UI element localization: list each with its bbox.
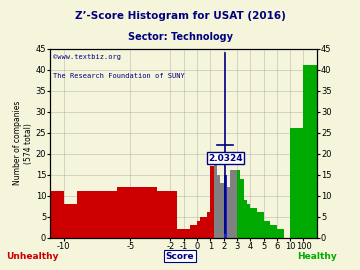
Bar (227, 187, 230, 238)
Bar (197, 221, 200, 238)
Bar (250, 208, 253, 238)
Bar (117, 187, 130, 238)
Text: Z’-Score Histogram for USAT (2016): Z’-Score Histogram for USAT (2016) (75, 11, 285, 21)
Bar (77, 191, 90, 238)
Bar (220, 183, 224, 238)
Bar (253, 208, 257, 238)
Bar (277, 229, 284, 238)
Bar (217, 175, 220, 238)
Bar (264, 221, 270, 238)
Bar (247, 204, 250, 238)
Bar (177, 229, 184, 238)
Bar (243, 200, 247, 238)
Bar (90, 191, 104, 238)
Bar (200, 217, 204, 238)
Bar (144, 187, 157, 238)
Bar (270, 225, 277, 238)
Bar (230, 170, 234, 238)
Bar (190, 225, 197, 238)
Bar (50, 191, 64, 238)
Text: Sector: Technology: Sector: Technology (127, 32, 233, 42)
Text: ©www.textbiz.org: ©www.textbiz.org (53, 54, 121, 60)
Bar (224, 175, 227, 238)
Bar (204, 217, 207, 238)
Bar (237, 170, 240, 238)
Bar (260, 212, 264, 238)
Bar (207, 212, 210, 238)
Bar (157, 191, 170, 238)
Bar (213, 154, 217, 238)
Text: Unhealthy: Unhealthy (6, 252, 59, 261)
Bar (64, 204, 77, 238)
Bar (234, 170, 237, 238)
Bar (104, 191, 117, 238)
Bar (303, 65, 317, 238)
Bar (184, 229, 190, 238)
Bar (210, 166, 213, 238)
Bar (130, 187, 144, 238)
Bar (170, 191, 177, 238)
Bar (240, 179, 244, 238)
Bar (317, 86, 330, 238)
Text: Healthy: Healthy (297, 252, 337, 261)
Text: 2.0324: 2.0324 (208, 154, 243, 163)
Y-axis label: Number of companies
(574 total): Number of companies (574 total) (13, 101, 33, 185)
Text: Score: Score (166, 252, 194, 261)
Bar (257, 212, 260, 238)
Text: The Research Foundation of SUNY: The Research Foundation of SUNY (53, 73, 185, 79)
Bar (290, 129, 303, 238)
